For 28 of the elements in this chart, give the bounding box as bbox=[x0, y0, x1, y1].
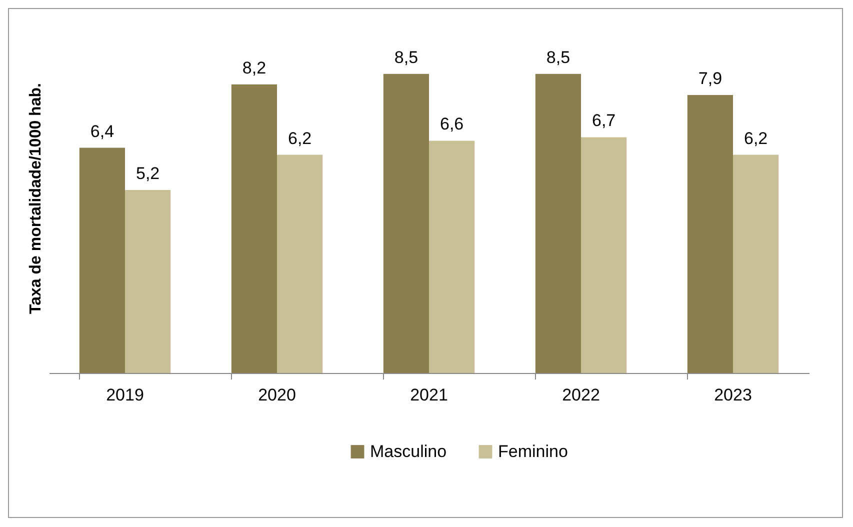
legend-label: Masculino bbox=[370, 442, 447, 461]
bar bbox=[581, 137, 627, 373]
data-label: 8,5 bbox=[394, 48, 418, 67]
bar bbox=[125, 190, 171, 373]
bar bbox=[383, 74, 429, 373]
bar bbox=[687, 94, 733, 373]
bar bbox=[277, 154, 323, 373]
x-tick-label: 2020 bbox=[258, 386, 296, 404]
data-label: 6,4 bbox=[90, 122, 114, 141]
bar bbox=[535, 74, 581, 373]
x-tick-label: 2021 bbox=[410, 386, 448, 404]
legend-label: Feminino bbox=[498, 442, 568, 461]
x-tick-label: 2019 bbox=[106, 386, 144, 404]
data-label: 6,2 bbox=[288, 128, 312, 148]
y-axis-title: Taxa de mortalidade/1000 hab. bbox=[28, 83, 44, 314]
bar bbox=[733, 154, 779, 373]
data-label: 5,2 bbox=[136, 164, 160, 183]
x-tick-label: 2022 bbox=[562, 386, 600, 404]
x-tick-label: 2023 bbox=[714, 386, 752, 404]
bar bbox=[79, 148, 125, 373]
data-label: 8,5 bbox=[546, 48, 570, 67]
data-label: 6,2 bbox=[744, 128, 768, 148]
data-label: 6,6 bbox=[440, 114, 464, 134]
data-label: 6,7 bbox=[592, 111, 616, 130]
data-label: 7,9 bbox=[698, 68, 722, 88]
bar bbox=[429, 140, 475, 373]
bar bbox=[231, 84, 277, 373]
data-label: 8,2 bbox=[242, 58, 266, 78]
